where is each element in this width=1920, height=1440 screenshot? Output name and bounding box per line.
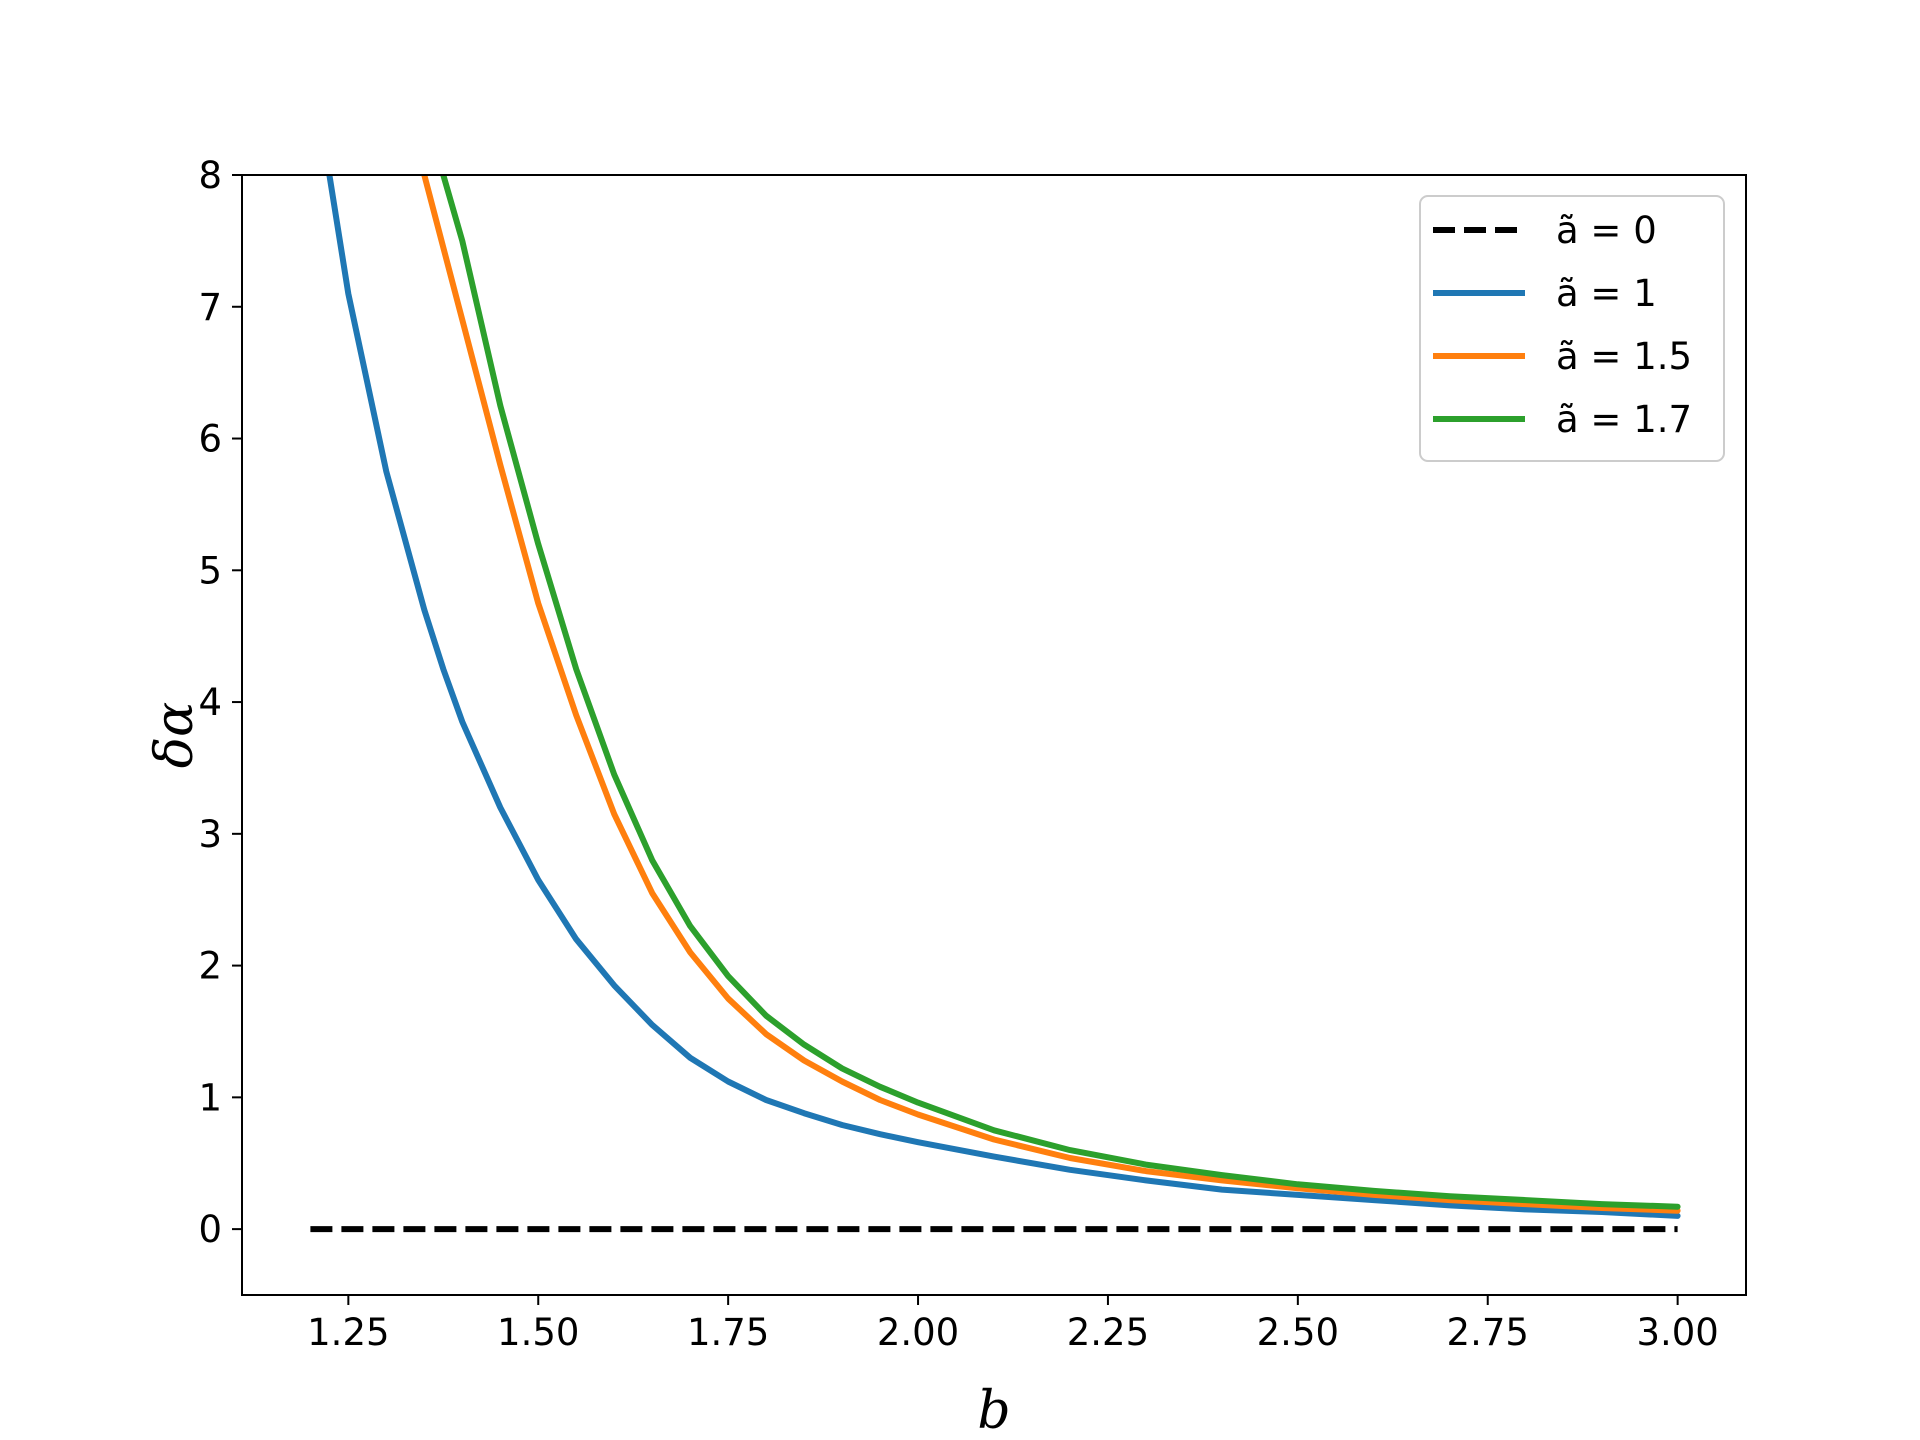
x-tick-label: 1.50 xyxy=(497,1311,579,1354)
y-tick-label: 1 xyxy=(198,1076,222,1119)
y-tick-label: 6 xyxy=(198,418,222,461)
y-tick-label: 8 xyxy=(198,154,222,197)
legend-label-2: ã = 1.5 xyxy=(1556,335,1692,378)
plot-frame xyxy=(241,174,1747,1296)
x-tick-label: 2.00 xyxy=(877,1311,959,1354)
legend-label-0: ã = 0 xyxy=(1556,209,1657,252)
y-tick-label: 4 xyxy=(198,681,222,724)
series-line-1 xyxy=(326,175,1681,1219)
y-axis-label: δα xyxy=(145,702,205,768)
x-tick-label: 3.00 xyxy=(1636,1311,1718,1354)
x-tick-label: 1.25 xyxy=(307,1311,389,1354)
y-tick-label: 2 xyxy=(198,945,222,988)
y-tick-label: 3 xyxy=(198,813,222,856)
y-tick-label: 7 xyxy=(198,286,222,329)
y-tick-label: 0 xyxy=(198,1208,222,1251)
y-tick-label: 5 xyxy=(198,549,222,592)
legend: ã = 0 ã = 1 ã = 1.5 ã = 1.7 xyxy=(1419,195,1725,462)
series-line-2 xyxy=(421,175,1681,1214)
x-tick-label: 1.75 xyxy=(687,1311,769,1354)
legend-label-3: ã = 1.7 xyxy=(1556,398,1692,441)
series-line-3 xyxy=(440,175,1681,1210)
legend-label-1: ã = 1 xyxy=(1556,272,1657,315)
x-axis-label: b xyxy=(977,1381,1010,1440)
x-tick-label: 2.25 xyxy=(1067,1311,1149,1354)
legend-frame xyxy=(1419,195,1725,462)
x-tick-label: 2.50 xyxy=(1257,1311,1339,1354)
x-tick-label: 2.75 xyxy=(1447,1311,1529,1354)
